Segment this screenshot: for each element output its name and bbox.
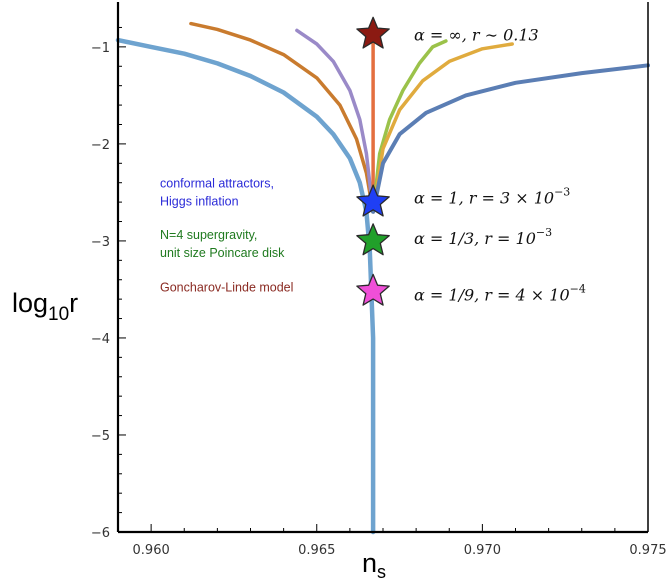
annotation-1: α = ∞, r ∼ 0.13 xyxy=(414,25,539,44)
y-tick-label: −1 xyxy=(91,41,110,56)
annotation-text: α = 1/9, r = 4 × 10 xyxy=(414,285,570,304)
model-label-2: N=4 supergravity, xyxy=(160,228,257,242)
annotation-exponent: −3 xyxy=(554,185,570,198)
annotation-3: α = 1/3, r = 10−3 xyxy=(414,226,552,248)
x-tick-label: 0.975 xyxy=(629,543,666,558)
x-axis-title-sub: s xyxy=(377,562,386,581)
y-axis-title-sub: 10 xyxy=(48,304,69,325)
star-marker-3 xyxy=(356,223,390,256)
annotations: α = ∞, r ∼ 0.13α = 1, r = 3 × 10−3α = 1/… xyxy=(160,25,586,304)
annotation-4: α = 1/9, r = 4 × 10−4 xyxy=(414,282,586,304)
annotation-2: α = 1, r = 3 × 10−3 xyxy=(414,185,570,207)
series-line-7 xyxy=(371,63,650,214)
series-line-3 xyxy=(295,28,375,214)
annotation-exponent: −3 xyxy=(536,226,552,239)
annotation-exponent: −4 xyxy=(570,282,586,295)
x-tick-label: 0.960 xyxy=(133,543,170,558)
x-tick-label: 0.965 xyxy=(298,543,335,558)
y-tick-label: −6 xyxy=(91,526,110,541)
model-label-1: Higgs inflation xyxy=(160,195,239,209)
x-tick-label: 0.970 xyxy=(464,543,501,558)
y-tick-label: −5 xyxy=(91,429,110,444)
y-axis-title-main: log xyxy=(12,288,48,318)
y-tick-label: −3 xyxy=(91,235,110,250)
annotation-text: α = 1/3, r = 10 xyxy=(414,229,536,248)
markers xyxy=(356,16,390,306)
y-tick-label: −2 xyxy=(91,138,110,153)
series-line-6 xyxy=(371,42,514,214)
star-marker-2 xyxy=(356,184,390,217)
model-label-3: Goncharov-Linde model xyxy=(160,280,293,294)
annotation-text: α = 1, r = 3 × 10 xyxy=(414,188,554,207)
y-axis-title-suffix: r xyxy=(69,288,78,318)
x-axis-title: ns xyxy=(362,548,386,581)
model-label-1: conformal attractors, xyxy=(160,177,274,191)
series-line-5 xyxy=(371,39,448,214)
series-line-2 xyxy=(189,21,375,214)
curves xyxy=(115,21,650,535)
x-axis-title-main: n xyxy=(362,548,377,578)
y-axis-title: log10r xyxy=(12,288,78,325)
model-label-2: unit size Poincare disk xyxy=(160,246,285,260)
axes: −1 −2 −3 −4 −5 −6 0.960 0.965 0.970 0.975 log10r ns xyxy=(12,2,667,581)
y-tick-label: −4 xyxy=(91,332,110,347)
star-marker-4 xyxy=(356,273,390,306)
annotation-text: α = ∞, r ∼ 0.13 xyxy=(414,25,539,44)
star-marker-1 xyxy=(356,16,390,49)
